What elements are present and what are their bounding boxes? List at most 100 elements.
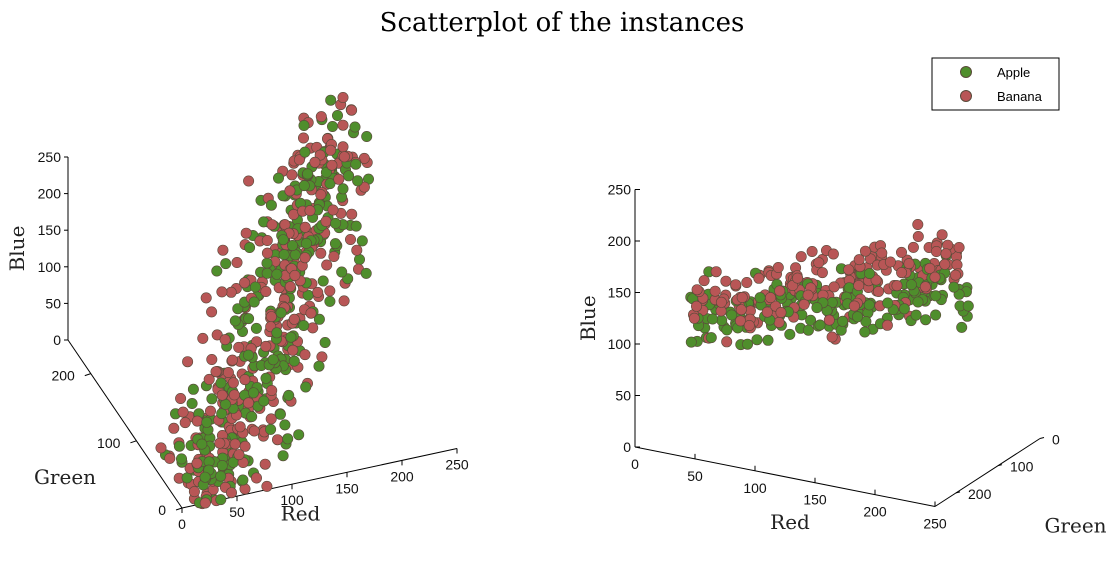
apple-point (325, 94, 337, 106)
banana-point (337, 119, 349, 131)
banana-point (216, 286, 228, 298)
apple-point (260, 372, 272, 384)
banana-point (260, 340, 272, 352)
apple-point (176, 453, 188, 465)
banana-point (239, 483, 251, 495)
legend: Apple Banana (931, 57, 1060, 111)
axis-line (634, 446, 936, 507)
banana-point (168, 422, 180, 434)
banana-point (864, 253, 876, 265)
banana-point (315, 247, 327, 259)
z-tick-label: 150 (38, 222, 62, 238)
banana-point (930, 246, 942, 258)
apple-point (863, 267, 875, 279)
banana-point (843, 264, 855, 276)
banana-point (234, 421, 246, 433)
apple-point (267, 354, 279, 366)
banana-point (182, 356, 194, 368)
tick-mark (84, 373, 91, 377)
banana-point (698, 275, 710, 287)
banana-point (226, 354, 238, 366)
banana-point (772, 261, 784, 273)
tick-mark (130, 440, 137, 444)
apple-point (851, 311, 863, 323)
apple-point (216, 408, 228, 420)
apple-point (962, 300, 974, 312)
banana-point (736, 291, 748, 303)
right-3d-scatter: 0 50 100 150 200 250 0 50 100 150 200 250 0 100 200 Blu… (576, 182, 1107, 538)
apple-point (261, 257, 273, 269)
apple-point (343, 170, 355, 182)
apple-point (275, 307, 287, 319)
x-tick-label: 150 (803, 492, 827, 508)
banana-point (266, 219, 278, 231)
apple-point (331, 110, 343, 122)
apple-point (271, 268, 283, 280)
banana-point (239, 277, 251, 289)
banana-point (261, 247, 273, 259)
banana-point (231, 256, 243, 268)
apple-point (837, 315, 849, 327)
apple-point (814, 319, 826, 331)
banana-point (288, 313, 300, 325)
apple-point (898, 303, 910, 315)
banana-point (721, 336, 733, 348)
apple-point (246, 411, 258, 423)
apple-point (905, 279, 917, 291)
z-tick-label: 200 (38, 186, 62, 202)
banana-point (907, 241, 919, 253)
banana-point (260, 285, 272, 297)
apple-point (211, 265, 223, 277)
banana-point (848, 300, 860, 312)
x-tick-label: 0 (178, 516, 186, 532)
tick-mark (955, 491, 961, 494)
banana-point (243, 175, 255, 187)
apple-point (920, 314, 932, 326)
y-axis-title: Green (34, 465, 96, 489)
apple-point (352, 175, 364, 187)
x-axis-title: Red (281, 501, 321, 525)
banana-point (333, 173, 345, 185)
banana-point (266, 384, 278, 396)
x-tick-label: 200 (390, 468, 414, 484)
banana-point (206, 306, 218, 318)
legend-banana-label: Banana (997, 89, 1043, 104)
z-tick-label: 100 (38, 259, 62, 275)
z-axis-title: Blue (5, 226, 29, 272)
banana-point (346, 104, 358, 116)
banana-point (940, 248, 952, 260)
banana-point (326, 159, 338, 171)
apple-point (726, 309, 738, 321)
banana-point (816, 267, 828, 279)
banana-point (774, 285, 786, 297)
banana-point (175, 392, 187, 404)
banana-point (240, 227, 252, 239)
banana-point (229, 438, 241, 450)
x-tick-label: 250 (445, 457, 469, 473)
banana-point (903, 258, 915, 270)
apple-point (282, 433, 294, 445)
banana-point (806, 246, 818, 258)
y-tick-label: 100 (97, 435, 121, 451)
banana-point (761, 306, 773, 318)
banana-point (297, 132, 309, 144)
banana-point (881, 319, 893, 331)
banana-point (743, 319, 755, 331)
apple-point (274, 408, 286, 420)
banana-point (320, 215, 332, 227)
apple-point (261, 267, 273, 279)
banana-point (177, 406, 189, 418)
apple-point (707, 313, 719, 325)
banana-point (248, 425, 260, 437)
z-tick-label: 100 (608, 336, 632, 352)
banana-point (734, 315, 746, 327)
z-tick-label: 200 (608, 233, 632, 249)
banana-point (891, 280, 903, 292)
z-tick-label: 0 (53, 332, 61, 348)
banana-point (949, 269, 961, 281)
banana-point (764, 292, 776, 304)
apple-point (243, 313, 255, 325)
banana-point (720, 275, 732, 287)
banana-point (261, 480, 273, 492)
